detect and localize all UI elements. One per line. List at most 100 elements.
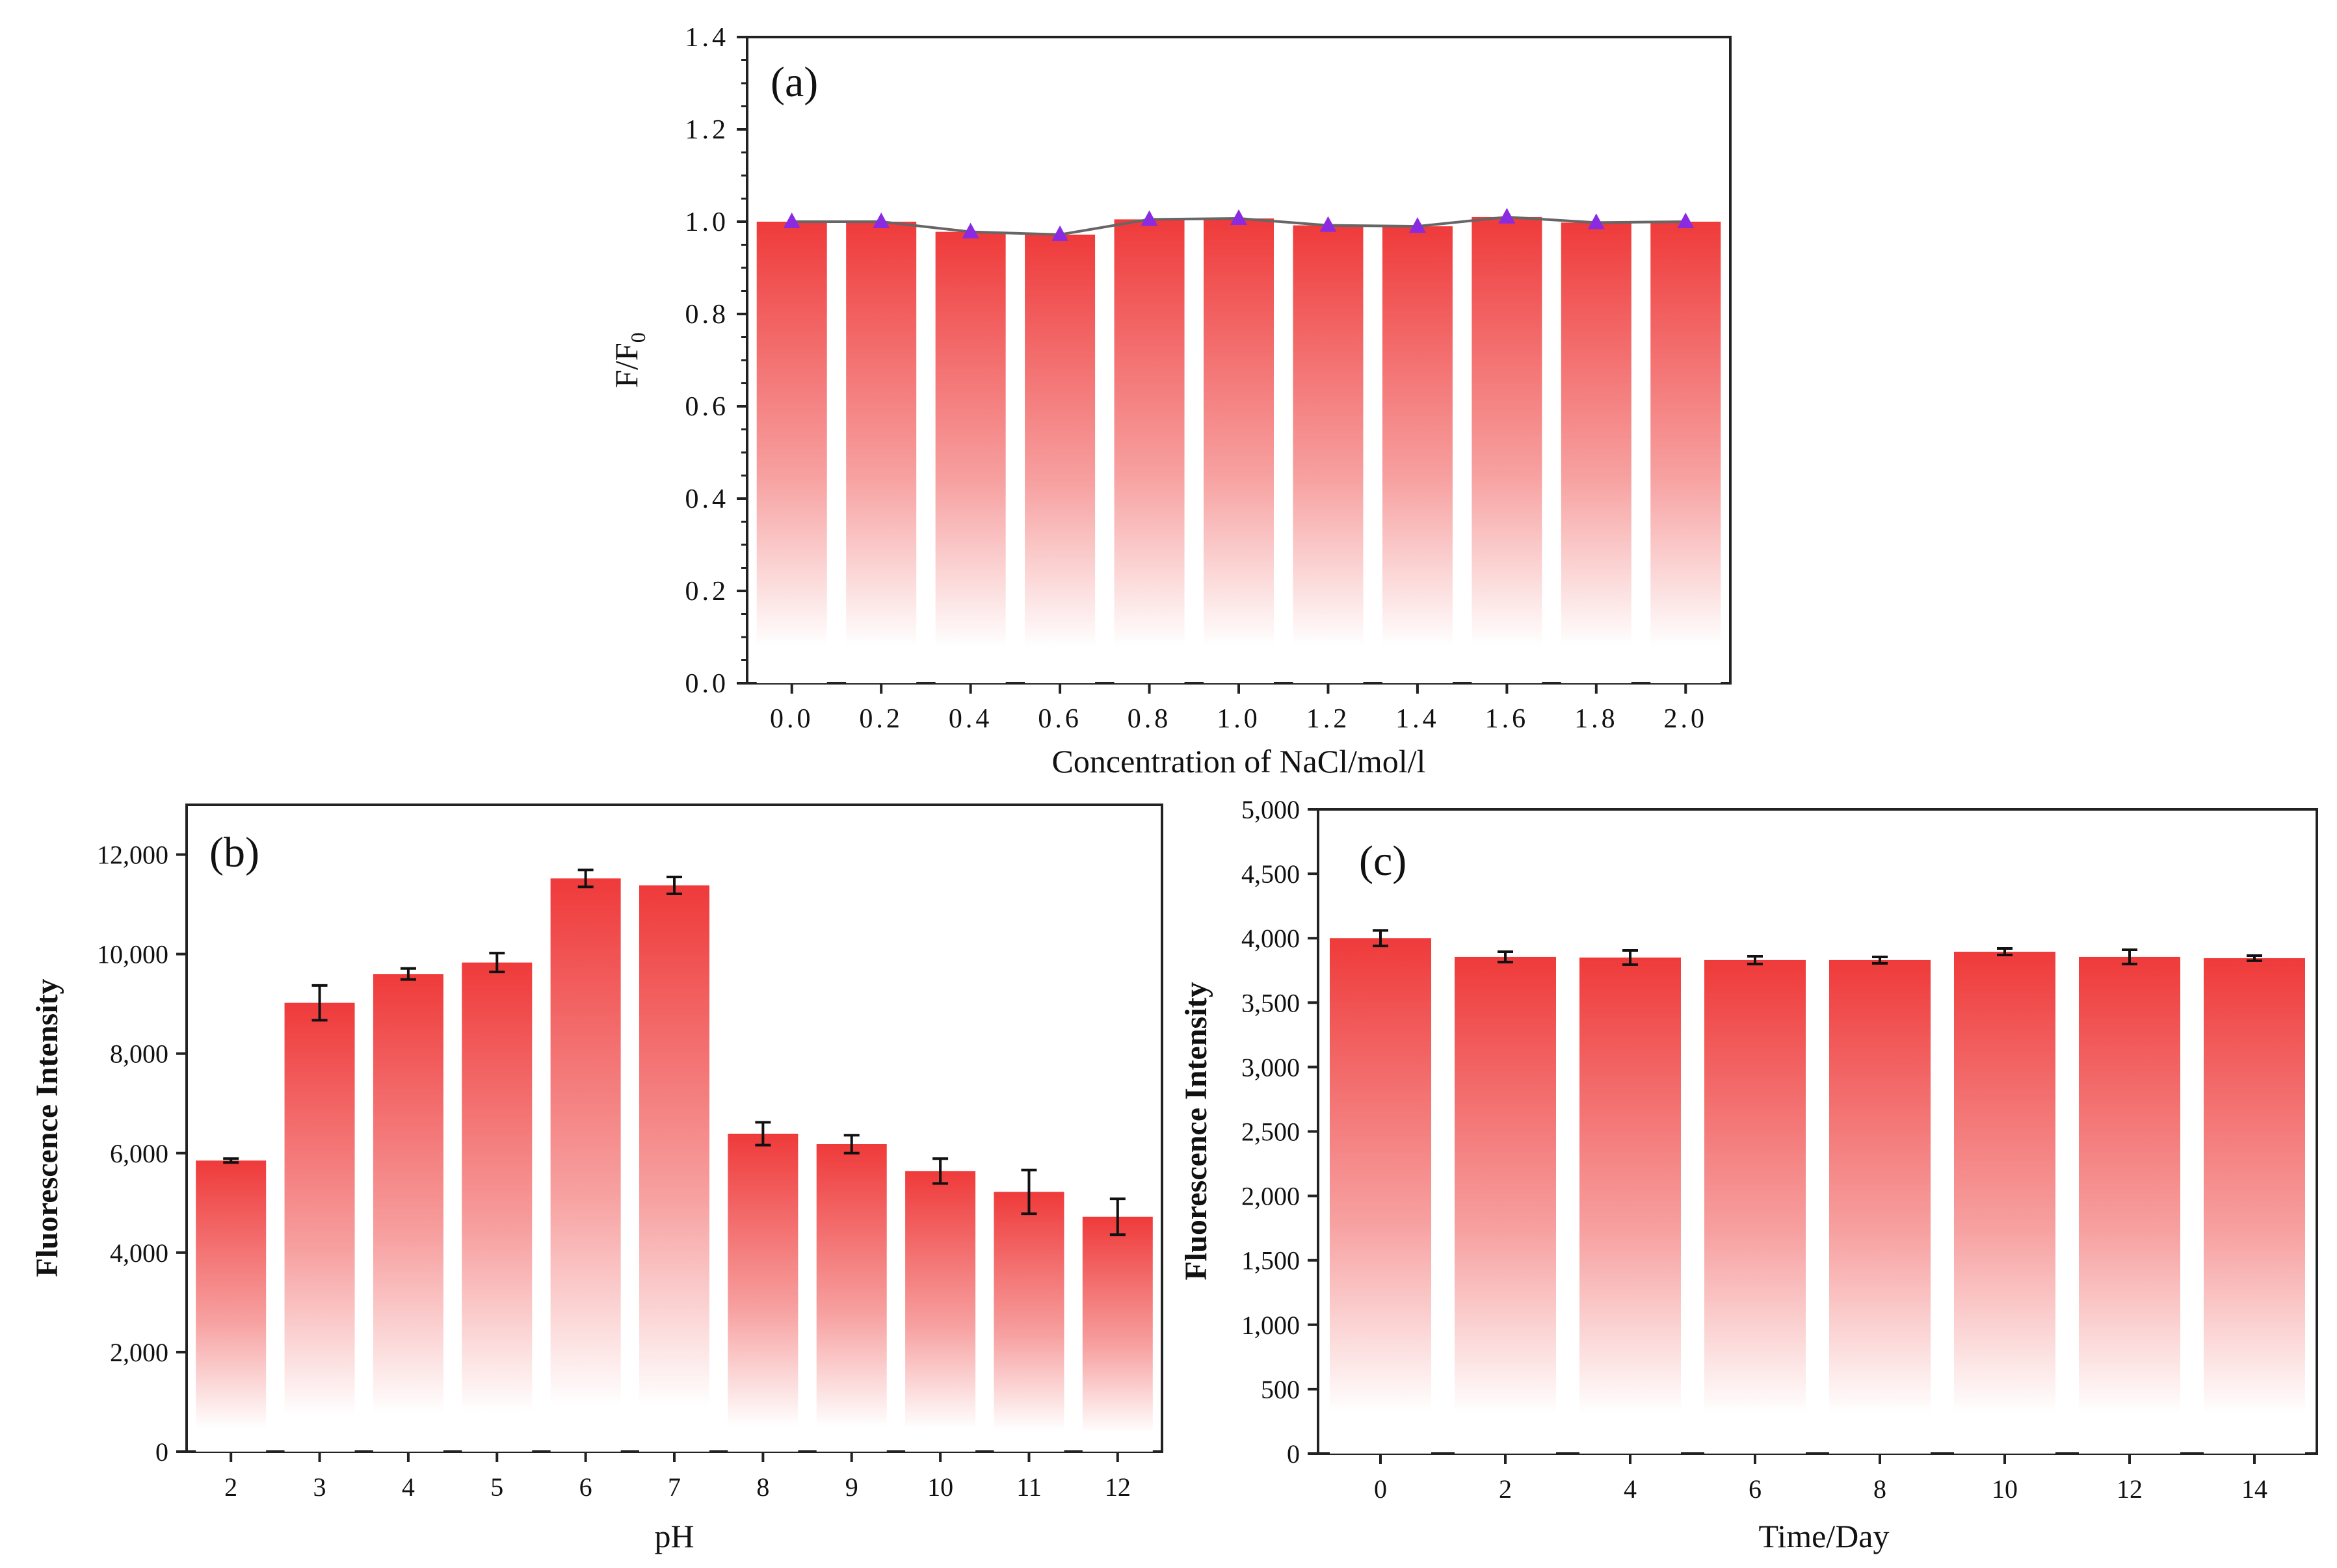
bar-b-4: [550, 878, 621, 1452]
xtick-label-b-4: 6: [579, 1472, 592, 1502]
ytick-label-c-3: 1,500: [1241, 1246, 1300, 1275]
marker-a-3: [1051, 225, 1069, 241]
error-bar-c-6: [2122, 948, 2137, 965]
error-bar-c-2: [1622, 949, 1638, 966]
bar-c-4: [1829, 960, 1931, 1454]
bar-c-5: [1954, 952, 2055, 1454]
error-bar-c-3: [1747, 954, 1763, 965]
errors-c: [1373, 929, 2262, 966]
ytick-label-c-0: 0: [1287, 1439, 1300, 1469]
xtick-label-a-0: 0.0: [770, 704, 814, 734]
xtick-label-c-7: 14: [2241, 1474, 2267, 1504]
marker-a-10: [1677, 213, 1695, 228]
error-bar-b-2: [400, 967, 416, 981]
ytick-label-b-6: 12,000: [97, 841, 168, 870]
error-bar-b-6: [755, 1121, 771, 1147]
xtick-label-c-6: 12: [2117, 1474, 2143, 1504]
ytick-label-c-2: 1,000: [1241, 1311, 1300, 1340]
xtick-label-b-7: 9: [845, 1472, 858, 1502]
ytick-label-b-4: 8,000: [110, 1039, 168, 1069]
xtick-label-c-4: 8: [1873, 1474, 1886, 1504]
xtick-label-a-5: 1.0: [1217, 704, 1261, 734]
ytick-label-c-10: 5,000: [1241, 795, 1300, 824]
ylabel-b-group: Fluorescence Intensity: [30, 978, 64, 1277]
panel-c: 0 500 1,000 1,500 2,000 2,500 3,000 3,500 4,000 4…: [1179, 795, 2318, 1554]
bars-b: [196, 878, 1153, 1452]
bar-c-1: [1455, 956, 1556, 1454]
ytick-label-c-1: 500: [1261, 1375, 1300, 1404]
bar-a-6: [1293, 225, 1364, 683]
bar-a-4: [1114, 219, 1185, 683]
bar-a-3: [1025, 234, 1096, 683]
xtick-label-b-8: 10: [927, 1472, 953, 1502]
error-bar-c-4: [1872, 955, 1888, 965]
ytick-label-c-9: 4,500: [1241, 859, 1300, 889]
panel-b: 0 2,000 4,000 6,000 8,000 10,000 12,000 2 3 4 5 6 7…: [30, 804, 1163, 1554]
ytick-label-b-2: 4,000: [110, 1238, 168, 1268]
ylabel-a: F/F0: [608, 332, 650, 388]
bar-b-1: [284, 1002, 355, 1452]
yticks-c: 0 500 1,000 1,500 2,000 2,500 3,000 3,500 4,000 4…: [1241, 795, 1318, 1469]
ytick-label-b-3: 6,000: [110, 1139, 168, 1168]
bars-c: [1330, 938, 2305, 1454]
marker-a-9: [1587, 213, 1605, 229]
panel-label-b: (b): [209, 829, 259, 876]
ylabel-a-group: F/F0: [608, 332, 650, 388]
ytick-label-a-7: 1.4: [685, 23, 730, 53]
error-bar-b-9: [1021, 1168, 1037, 1216]
panel-label-a: (a): [771, 59, 818, 106]
xtick-label-b-3: 5: [490, 1472, 503, 1502]
xtick-label-b-2: 4: [402, 1472, 415, 1502]
ylabel-c: Fluorescence Intensity: [1179, 982, 1213, 1280]
yticks-b: 0 2,000 4,000 6,000 8,000 10,000 12,000: [97, 841, 187, 1467]
error-bar-b-4: [577, 869, 594, 889]
ylabel-c-group: Fluorescence Intensity: [1179, 982, 1213, 1280]
bar-b-3: [462, 962, 533, 1452]
ytick-label-b-1: 2,000: [110, 1338, 168, 1367]
xlabel-c: Time/Day: [1759, 1518, 1890, 1554]
bar-a-9: [1561, 222, 1631, 683]
ytick-label-c-7: 3,500: [1241, 988, 1300, 1017]
bar-c-2: [1579, 957, 1681, 1454]
bar-a-5: [1204, 218, 1274, 683]
xlabel-a: Concentration of NaCl/mol/l: [1052, 743, 1426, 779]
error-bar-c-7: [2247, 954, 2262, 962]
bar-c-3: [1704, 960, 1806, 1454]
bar-a-1: [846, 222, 917, 683]
ytick-label-a-4: 0.8: [685, 300, 730, 330]
ytick-label-c-8: 4,000: [1241, 924, 1300, 953]
ytick-label-c-4: 2,000: [1241, 1182, 1300, 1211]
bar-c-6: [2079, 956, 2180, 1454]
error-bar-c-5: [1997, 947, 2013, 956]
bar-b-6: [728, 1133, 799, 1452]
bar-a-0: [756, 222, 827, 683]
panel-label-c: (c): [1359, 837, 1406, 885]
bar-b-0: [196, 1160, 267, 1452]
error-bar-c-1: [1498, 950, 1513, 963]
ytick-label-a-1: 0.2: [685, 577, 730, 607]
error-bar-b-10: [1109, 1197, 1126, 1236]
bar-a-7: [1382, 226, 1453, 684]
marker-a-8: [1498, 207, 1516, 224]
xtick-label-b-1: 3: [313, 1472, 326, 1502]
xtick-label-b-10: 12: [1105, 1472, 1131, 1502]
marker-a-1: [873, 213, 890, 228]
xtick-label-a-9: 1.8: [1574, 704, 1618, 734]
bar-b-7: [816, 1143, 887, 1452]
bars-a: [756, 216, 1721, 684]
error-bar-b-0: [223, 1157, 239, 1164]
bar-c-7: [2204, 958, 2305, 1454]
xtick-label-a-7: 1.4: [1395, 704, 1440, 734]
bar-c-0: [1330, 938, 1431, 1454]
xtick-label-b-6: 8: [756, 1472, 769, 1502]
ylabel-b: Fluorescence Intensity: [30, 978, 64, 1277]
ytick-label-c-6: 3,000: [1241, 1052, 1300, 1082]
xtick-label-a-3: 0.6: [1038, 704, 1082, 734]
xlabel-b: pH: [654, 1518, 694, 1554]
bar-a-2: [935, 231, 1006, 683]
ytick-label-a-5: 1.0: [685, 207, 730, 237]
xticks-a: 0.0 0.2 0.4 0.6 0.8 1.0 1.2 1.4 1.6 1.8 2.0: [770, 683, 1704, 734]
ytick-label-a-6: 1.2: [685, 115, 730, 145]
yticks-a: 0.0 0.2 0.4 0.6 0.8 1.0 1.2 1.4: [685, 23, 747, 699]
bar-a-8: [1472, 216, 1542, 683]
